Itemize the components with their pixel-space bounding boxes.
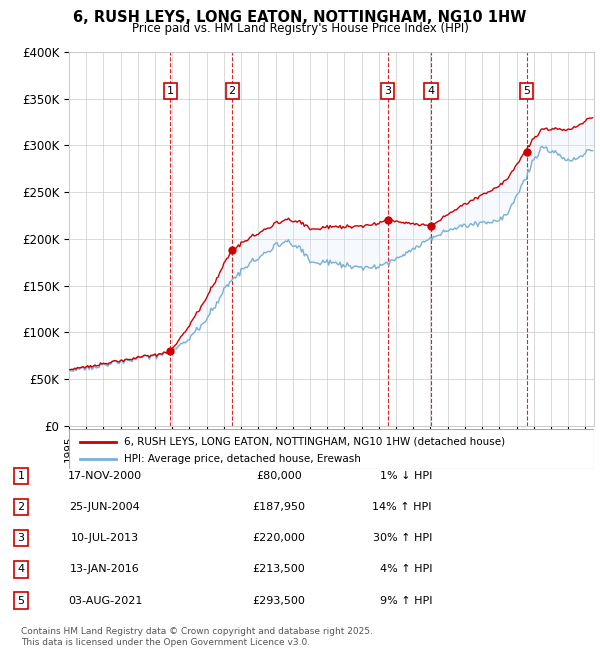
Text: 1: 1 (167, 86, 174, 96)
Text: 13-JAN-2016: 13-JAN-2016 (70, 564, 140, 575)
Text: HPI: Average price, detached house, Erewash: HPI: Average price, detached house, Erew… (124, 454, 361, 464)
Text: 9% ↑ HPI: 9% ↑ HPI (380, 595, 432, 606)
Text: 4% ↑ HPI: 4% ↑ HPI (380, 564, 432, 575)
Text: £220,000: £220,000 (253, 533, 305, 543)
Text: 3: 3 (384, 86, 391, 96)
Text: 1% ↓ HPI: 1% ↓ HPI (380, 471, 432, 481)
Text: Price paid vs. HM Land Registry's House Price Index (HPI): Price paid vs. HM Land Registry's House … (131, 22, 469, 35)
FancyBboxPatch shape (69, 429, 594, 469)
Text: Contains HM Land Registry data © Crown copyright and database right 2025.
This d: Contains HM Land Registry data © Crown c… (21, 627, 373, 647)
Text: 4: 4 (17, 564, 25, 575)
Text: 2: 2 (17, 502, 25, 512)
Text: £80,000: £80,000 (256, 471, 302, 481)
Text: £187,950: £187,950 (253, 502, 305, 512)
Text: 6, RUSH LEYS, LONG EATON, NOTTINGHAM, NG10 1HW (detached house): 6, RUSH LEYS, LONG EATON, NOTTINGHAM, NG… (124, 437, 505, 447)
Text: 5: 5 (17, 595, 25, 606)
Text: 14% ↑ HPI: 14% ↑ HPI (373, 502, 432, 512)
Text: 6, RUSH LEYS, LONG EATON, NOTTINGHAM, NG10 1HW: 6, RUSH LEYS, LONG EATON, NOTTINGHAM, NG… (73, 10, 527, 25)
Text: 30% ↑ HPI: 30% ↑ HPI (373, 533, 432, 543)
Text: 2: 2 (229, 86, 236, 96)
Text: £213,500: £213,500 (253, 564, 305, 575)
Text: 25-JUN-2004: 25-JUN-2004 (70, 502, 140, 512)
Text: £293,500: £293,500 (253, 595, 305, 606)
Text: 10-JUL-2013: 10-JUL-2013 (71, 533, 139, 543)
Text: 4: 4 (428, 86, 435, 96)
Text: 1: 1 (17, 471, 25, 481)
Text: 03-AUG-2021: 03-AUG-2021 (68, 595, 142, 606)
Text: 5: 5 (523, 86, 530, 96)
Text: 3: 3 (17, 533, 25, 543)
Text: 17-NOV-2000: 17-NOV-2000 (68, 471, 142, 481)
